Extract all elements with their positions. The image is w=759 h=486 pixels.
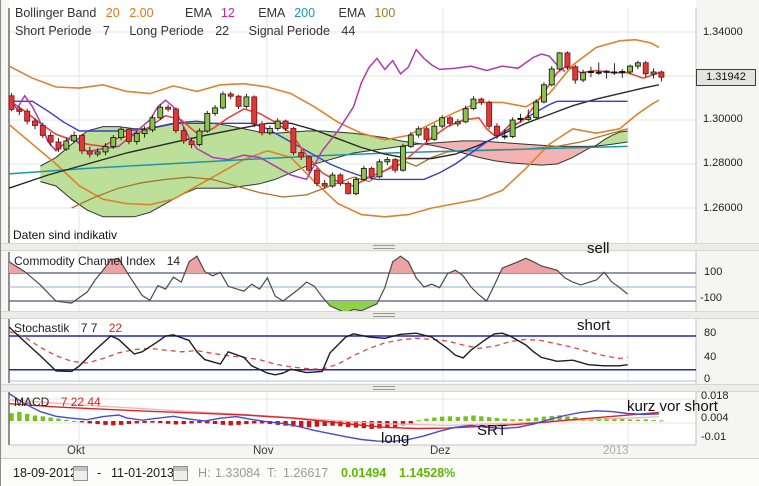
cci-title-text: Commodity Channel Index: [14, 254, 156, 268]
ema200-value: 200: [294, 6, 316, 20]
price-tick-126: 1.26000: [703, 202, 743, 214]
calendar-icon[interactable]: [173, 466, 188, 481]
annotation-long: long: [381, 430, 410, 447]
cci-period-value: 14: [166, 254, 181, 268]
calendar-icon[interactable]: [73, 466, 88, 481]
date-to-field[interactable]: 11-01-2013: [111, 466, 175, 480]
macd-panel: [8, 392, 664, 443]
annotation-srt: SRT: [477, 422, 507, 439]
long-periode-value: 22: [215, 24, 230, 38]
legend-row-overlays: Bollinger Band 20 2.00 EMA 12 EMA 200 EM…: [15, 6, 395, 20]
status-bar: 18-09-2012 - 11-01-2013 H: 1.33084 T: 1.…: [1, 458, 759, 486]
bollinger-dev-value: 2.00: [129, 6, 154, 20]
date-from-field[interactable]: 18-09-2012: [13, 466, 77, 480]
date-range-separator: -: [97, 466, 102, 480]
stoch-title-text: Stochastik: [14, 321, 70, 335]
stoch-panel-title: Stochastik 7 7 22: [14, 321, 122, 335]
ema12-value: 12: [220, 6, 235, 20]
long-periode-label: Long Periode: [129, 24, 204, 38]
short-periode-value: 7: [102, 24, 110, 38]
cci-panel: [8, 255, 696, 314]
candlesticks: [8, 51, 665, 196]
stochastic-panel: [8, 326, 696, 382]
panel-divider-3: [1, 384, 759, 392]
change-percent-value: 1.14528%: [399, 466, 456, 480]
macd-params-value: 7 22 44: [60, 395, 101, 409]
macd-title-text: MACD: [14, 395, 50, 409]
period-high-value: 1.33084: [215, 466, 261, 480]
ema200-legend-label: EMA: [258, 6, 285, 20]
bollinger-legend-label: Bollinger Band: [15, 6, 97, 20]
panel-resize-handle-2[interactable]: [373, 313, 395, 319]
macd-tick-mid: 0.004: [701, 412, 729, 424]
ema100-legend-label: EMA: [338, 6, 365, 20]
period-low-label: T:: [267, 466, 277, 480]
ema100-value: 100: [374, 6, 396, 20]
annotation-sell: sell: [587, 240, 610, 257]
stoch-signal-param-value: 22: [108, 321, 123, 335]
legend-row-periods: Short Periode 7 Long Periode 22 Signal P…: [15, 24, 355, 38]
stoch-params-value: 7 7: [80, 321, 98, 335]
price-tick-130: 1.30000: [703, 113, 743, 125]
stoch-tick-80: 80: [704, 327, 717, 339]
annotation-kurz-vor-short: kurz vor short: [627, 398, 718, 415]
panel-divider-2: [1, 311, 759, 319]
panel-resize-handle-3[interactable]: [373, 386, 395, 392]
signal-periode-label: Signal Periode: [248, 24, 330, 38]
period-low-value: 1.26617: [283, 466, 329, 480]
price-tick-128: 1.28000: [703, 157, 743, 169]
current-price-box: 1.31942: [696, 69, 756, 86]
macd-tick-low: -0.01: [701, 431, 727, 443]
panel-resize-handle-1[interactable]: [373, 245, 395, 251]
cci-panel-title: Commodity Channel Index 14: [14, 254, 180, 268]
month-label-dez: Dez: [430, 445, 451, 457]
ema12-legend-label: EMA: [185, 6, 212, 20]
year-label-2013: 2013: [603, 445, 629, 457]
chart-canvas: [8, 8, 697, 446]
macd-panel-title: MACD 7 22 44: [14, 395, 101, 409]
short-periode-label: Short Periode: [15, 24, 92, 38]
stoch-tick-0: 0: [704, 373, 711, 385]
disclaimer-watermark: Daten sind indikativ: [13, 228, 118, 242]
bollinger-period-value: 20: [105, 6, 120, 20]
month-label-nov: Nov: [253, 445, 274, 457]
period-high-label: H:: [198, 466, 211, 480]
cci-tick-100: 100: [704, 266, 723, 278]
panel-divider-1: [1, 243, 759, 251]
macd-tick-high: 0.018: [701, 390, 729, 402]
month-label-okt: Okt: [67, 445, 85, 457]
price-tick-134: 1.34000: [703, 26, 743, 38]
stoch-tick-40: 40: [704, 351, 717, 363]
gridlines: [8, 8, 697, 446]
annotation-short: short: [577, 317, 611, 334]
stoch-plot-background: [9, 319, 696, 383]
cci-tick-neg100: -100: [700, 292, 723, 304]
signal-periode-value: 44: [341, 24, 356, 38]
change-absolute-value: 0.01494: [341, 466, 387, 480]
